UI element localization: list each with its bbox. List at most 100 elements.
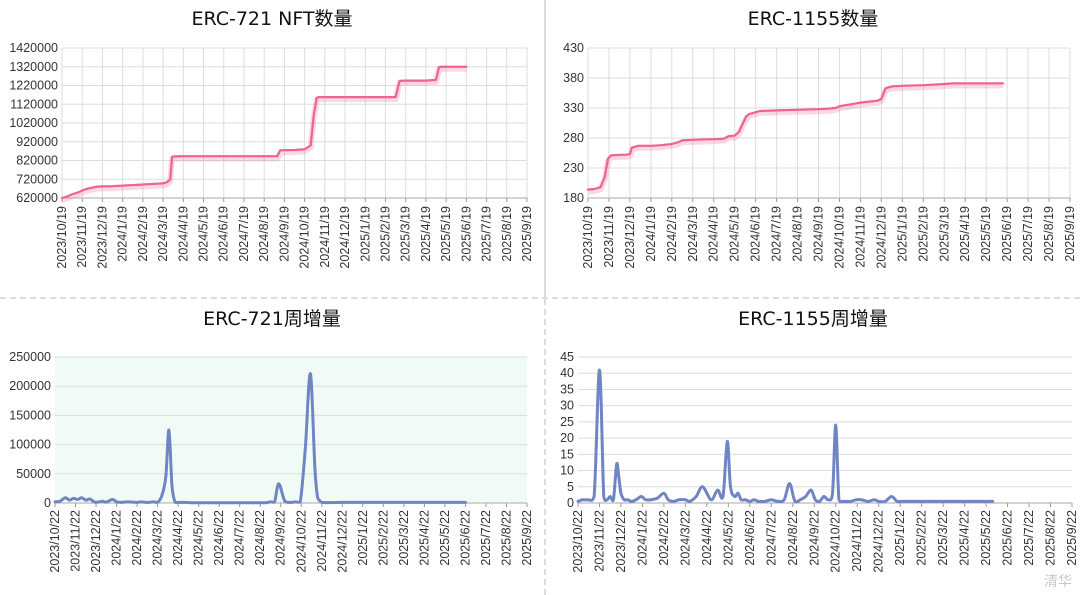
x-tick-label: 2024/11/19 [853,206,867,268]
x-tick-label: 2024/7/19 [770,206,784,262]
x-tick-label: 2025/7/19 [480,206,494,262]
x-tick-label: 2025/1/22 [356,510,370,566]
divider-horizontal [0,297,1080,299]
y-tick-label: 380 [563,71,584,85]
x-tick-label: 2025/9/19 [1063,206,1077,262]
x-tick-label: 2024/11/19 [318,206,332,268]
x-tick-label: 2024/1/19 [644,206,658,262]
x-tick-label: 2024/2/19 [665,206,679,262]
x-tick-label: 2025/5/22 [438,510,452,566]
y-tick-label: 5 [567,480,574,494]
x-tick-label: 2025/7/22 [1022,510,1036,566]
x-tick-label: 2024/1/22 [635,510,649,566]
x-tick-label: 2024/7/19 [237,206,251,262]
x-tick-label: 2024/3/22 [151,510,165,566]
y-tick-label: 330 [563,101,584,115]
y-tick-label: 10 [560,464,574,478]
x-tick-label: 2023/12/22 [614,510,628,573]
y-tick-label: 50000 [16,467,51,481]
x-tick-label: 2023/12/22 [89,510,103,573]
x-tick-label: 2025/3/22 [397,510,411,566]
x-tick-label: 2025/8/19 [500,206,514,262]
y-tick-label: 1320000 [9,60,58,74]
x-tick-label: 2025/4/22 [417,510,431,566]
x-tick-label: 2024/6/19 [749,206,763,262]
x-tick-label: 2023/10/22 [571,510,585,573]
y-tick-label: 45 [560,350,574,364]
x-tick-label: 2023/11/22 [69,510,83,572]
x-tick-label: 2025/4/22 [958,510,972,566]
x-tick-label: 2024/10/22 [294,510,308,573]
x-tick-label: 2024/4/19 [707,206,721,262]
y-tick-label: 20 [560,431,574,445]
x-tick-label: 2023/12/19 [95,206,109,269]
chart-title: ERC-1155数量 [747,8,879,30]
x-tick-label: 2025/4/19 [958,206,972,262]
x-tick-label: 2024/8/19 [791,206,805,262]
series-line [60,65,468,200]
x-tick-label: 2024/6/22 [212,510,226,566]
x-tick-label: 2023/11/22 [592,510,606,572]
x-tick-label: 2025/1/19 [358,206,372,262]
x-tick-label: 2024/4/22 [700,510,714,566]
x-tick-label: 2024/9/22 [807,510,821,566]
x-tick-label: 2024/4/22 [171,510,185,566]
chart-erc721-count: 620000 720000 820000 920000 1020000 1120000 12… [9,41,534,269]
x-tick-label: 2025/7/19 [1021,206,1035,262]
y-tick-label: 1120000 [10,97,58,111]
x-tick-label: 2025/2/19 [916,206,930,262]
x-tick-label: 2024/6/19 [217,206,231,262]
y-tick-label: 25 [560,415,574,429]
y-tick-label: 15 [560,447,574,461]
divider-vertical-top [544,0,546,297]
x-tick-label: 2025/2/19 [378,206,392,262]
y-tick-label: 0 [44,496,51,510]
x-tick-label: 2024/11/22 [315,510,329,572]
chart-erc1155-weekly: 0 5 10 15 20 25 30 35 40 45 2023/10/22 2023/11/22 20… [560,350,1079,573]
x-tick-label: 2024/9/19 [277,206,291,262]
x-tick-label: 2024/3/22 [678,510,692,566]
series-line [576,368,995,504]
x-tick-label: 2024/8/22 [253,510,267,566]
x-tick-label: 2024/8/22 [786,510,800,566]
x-tick-label: 2024/7/22 [764,510,778,566]
x-tick-label: 2024/11/22 [850,510,864,572]
plot-area [588,48,1070,198]
chart-erc721-weekly: 0 50000 100000 150000 200000 250000 2023/10/22… [9,350,534,573]
chart-panel-erc1155-count: 180 230 280 330 380 430 2023/10/19 2023/11/19 20… [546,0,1080,296]
x-tick-label: 2025/5/19 [439,206,453,262]
x-tick-label: 2024/2/22 [657,510,671,566]
y-tick-label: 0 [567,496,574,510]
y-tick-label: 250000 [9,350,51,364]
y-tick-label: 180 [563,191,584,205]
x-tick-label: 2023/10/19 [581,206,595,269]
x-tick-label: 2024/7/22 [233,510,247,566]
x-tick-label: 2025/9/22 [520,510,534,566]
chart-panel-erc721-weekly: 0 50000 100000 150000 200000 250000 2023/10/22… [0,300,544,595]
x-tick-label: 2025/6/19 [459,206,473,262]
x-tick-label: 2024/12/22 [335,510,349,573]
chart-panel-erc721-count: 620000 720000 820000 920000 1020000 1120000 12… [0,0,544,296]
x-tick-label: 2025/2/22 [915,510,929,566]
x-tick-label: 2024/12/19 [874,206,888,269]
x-tick-label: 2025/6/22 [1001,510,1015,566]
x-tick-label: 2025/7/22 [479,510,493,566]
chart-title: ERC-1155周增量 [738,308,888,330]
x-tick-label: 2024/10/19 [832,206,846,269]
plot-area [578,357,1072,503]
series-line [53,372,467,505]
x-tick-label: 2025/8/22 [499,510,513,566]
x-tick-label: 2025/2/22 [376,510,390,566]
x-tick-label: 2025/6/22 [458,510,472,566]
x-tick-label: 2024/10/22 [829,510,843,573]
x-tick-label: 2025/8/22 [1044,510,1058,566]
y-tick-label: 920000 [16,135,58,149]
y-tick-label: 150000 [9,408,51,422]
watermark: 清华 [1044,574,1072,590]
x-tick-label: 2025/6/19 [1000,206,1014,262]
x-tick-label: 2024/3/19 [686,206,700,262]
y-tick-label: 1420000 [9,41,58,55]
y-tick-label: 200000 [9,379,51,393]
x-tick-label: 2024/2/19 [136,206,150,262]
